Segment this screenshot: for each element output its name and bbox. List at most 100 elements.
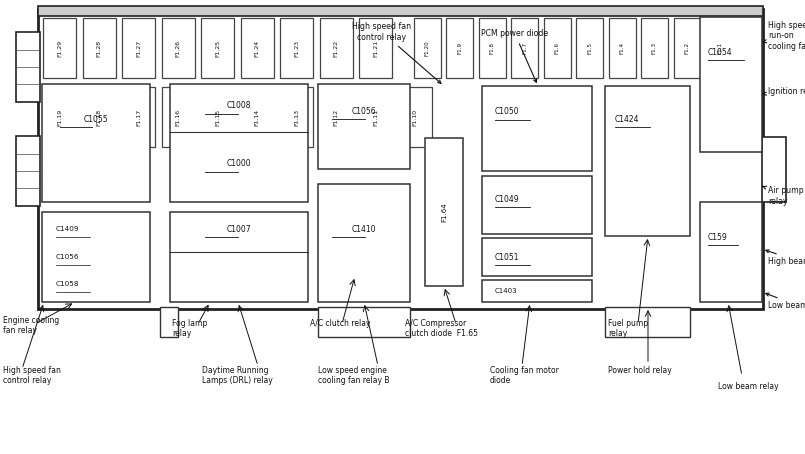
Text: F1.2: F1.2 <box>684 42 690 54</box>
Bar <box>280 18 313 78</box>
Text: F1.4: F1.4 <box>620 42 625 54</box>
Text: Engine cooling
fan relay: Engine cooling fan relay <box>3 316 60 336</box>
Bar <box>38 9 763 309</box>
Bar <box>201 18 234 78</box>
Text: F1.9: F1.9 <box>457 42 462 54</box>
Text: Ignition relay: Ignition relay <box>762 88 805 97</box>
Bar <box>425 138 463 286</box>
Text: F1.27: F1.27 <box>136 39 141 57</box>
Bar <box>82 18 115 78</box>
Text: F1.3: F1.3 <box>652 42 657 54</box>
Bar <box>318 84 410 169</box>
Text: C1058: C1058 <box>56 281 80 287</box>
Bar <box>42 212 150 302</box>
Text: C1410: C1410 <box>352 224 376 233</box>
Bar <box>482 280 592 302</box>
Text: Low beam relay: Low beam relay <box>766 293 805 311</box>
Bar <box>162 87 195 147</box>
Text: High speed
run-on
cooling fan relay: High speed run-on cooling fan relay <box>762 21 805 51</box>
Text: Low beam relay: Low beam relay <box>718 382 778 391</box>
Text: C1049: C1049 <box>495 194 519 203</box>
Bar <box>43 18 76 78</box>
Bar <box>446 18 473 78</box>
Text: F1.14: F1.14 <box>254 109 259 125</box>
Text: Low speed engine
cooling fan relay B: Low speed engine cooling fan relay B <box>318 366 390 385</box>
Bar <box>16 32 40 102</box>
Text: C1000: C1000 <box>227 159 251 168</box>
Text: C1056: C1056 <box>352 107 376 115</box>
Text: F1.25: F1.25 <box>215 39 220 57</box>
Bar <box>482 86 592 171</box>
Bar <box>482 238 592 276</box>
Text: High speed fan
control relay: High speed fan control relay <box>3 366 61 385</box>
Text: F1.8: F1.8 <box>489 42 494 54</box>
Bar <box>482 176 592 234</box>
Bar <box>318 184 410 302</box>
Bar <box>605 86 690 236</box>
Bar <box>641 18 668 78</box>
Text: F1.1: F1.1 <box>717 42 722 54</box>
Text: Cooling fan motor
diode: Cooling fan motor diode <box>490 366 559 385</box>
Bar <box>359 18 392 78</box>
Bar <box>38 6 763 16</box>
Text: F1.23: F1.23 <box>294 39 299 57</box>
Text: F1.20: F1.20 <box>424 40 430 56</box>
Bar <box>160 307 178 337</box>
Bar <box>43 87 76 147</box>
Bar <box>359 87 392 147</box>
Bar <box>543 18 571 78</box>
Bar <box>170 84 308 202</box>
Bar <box>201 87 234 147</box>
Bar <box>241 18 274 78</box>
Text: C1054: C1054 <box>708 48 733 56</box>
Bar <box>414 18 440 78</box>
Text: F1.13: F1.13 <box>294 109 299 126</box>
Bar <box>320 87 353 147</box>
Text: F1.6: F1.6 <box>555 42 559 54</box>
Text: C159: C159 <box>708 232 728 242</box>
Bar <box>478 18 506 78</box>
Text: F1.12: F1.12 <box>333 109 338 126</box>
Bar <box>511 18 538 78</box>
Text: C1007: C1007 <box>227 224 251 233</box>
Text: F1.5: F1.5 <box>587 42 592 54</box>
Text: F1.64: F1.64 <box>441 202 447 222</box>
Text: Power hold relay: Power hold relay <box>608 366 671 375</box>
Bar <box>82 87 115 147</box>
Text: C1424: C1424 <box>615 114 639 123</box>
Text: C1051: C1051 <box>495 252 519 262</box>
Text: C1055: C1055 <box>84 114 109 123</box>
Text: C1050: C1050 <box>495 108 519 117</box>
Bar <box>162 18 195 78</box>
Text: F1.15: F1.15 <box>215 109 220 126</box>
Bar <box>609 18 635 78</box>
Bar <box>706 18 733 78</box>
Bar <box>398 87 431 147</box>
Bar <box>122 18 155 78</box>
Text: F1.19: F1.19 <box>57 109 62 126</box>
Bar <box>122 87 155 147</box>
Bar <box>241 87 274 147</box>
Bar <box>280 87 313 147</box>
Text: C1008: C1008 <box>227 102 251 110</box>
Text: F1.22: F1.22 <box>333 39 338 57</box>
Text: F1.24: F1.24 <box>254 39 259 56</box>
Text: High speed fan
control relay: High speed fan control relay <box>353 22 441 84</box>
Bar <box>318 307 410 337</box>
Text: Fog lamp
relay: Fog lamp relay <box>172 319 207 338</box>
Text: F1.16: F1.16 <box>175 109 180 126</box>
Text: PCM power diode: PCM power diode <box>481 30 548 82</box>
Bar <box>42 84 150 202</box>
Bar <box>320 18 353 78</box>
Bar <box>674 18 700 78</box>
Text: C1409: C1409 <box>56 226 80 232</box>
Text: High beam relay: High beam relay <box>766 250 805 266</box>
Text: F1.21: F1.21 <box>373 39 378 57</box>
Text: F1.29: F1.29 <box>57 39 62 57</box>
Text: C1403: C1403 <box>495 288 518 294</box>
Text: F1.28: F1.28 <box>97 39 101 57</box>
Bar <box>170 212 308 302</box>
Text: F1.7: F1.7 <box>522 42 527 54</box>
Text: A/C Compressor
clutch diode  F1.65: A/C Compressor clutch diode F1.65 <box>405 319 478 338</box>
Text: A/C clutch relay: A/C clutch relay <box>310 319 370 328</box>
